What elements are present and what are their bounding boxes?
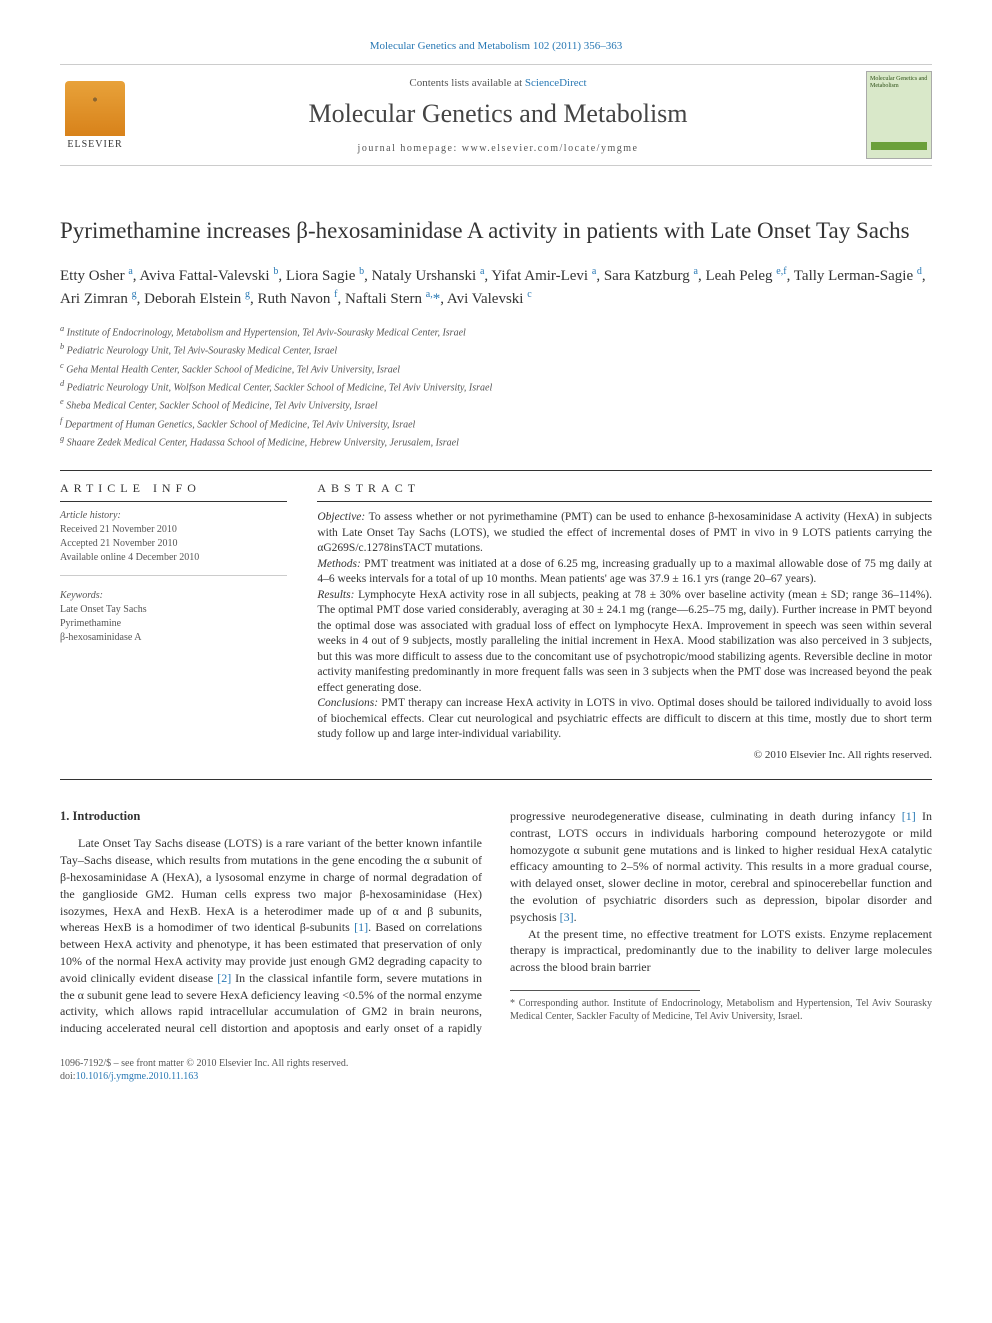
abstract-copyright: © 2010 Elsevier Inc. All rights reserved… [317,749,932,761]
journal-name: Molecular Genetics and Metabolism [130,99,866,129]
results-label: Results: [317,589,354,601]
intro-heading: 1. Introduction [60,808,482,826]
ref-link-2[interactable]: [2] [217,971,231,985]
objective-text: To assess whether or not pyrimethamine (… [317,511,932,554]
elsevier-tree-icon [65,81,125,136]
objective-label: Objective: [317,511,365,523]
citation-link[interactable]: Molecular Genetics and Metabolism 102 (2… [60,40,932,52]
abstract-heading: ABSTRACT [317,481,932,502]
history-item: Available online 4 December 2010 [60,551,287,565]
affiliation-item: c Geha Mental Health Center, Sackler Sch… [60,360,932,377]
intro-p2d: . [574,910,577,924]
history-label: Article history: [60,510,287,521]
corresponding-author-footnote: * Corresponding author. Institute of End… [510,997,932,1023]
sciencedirect-link[interactable]: ScienceDirect [525,77,587,89]
elsevier-label: ELSEVIER [67,139,122,150]
journal-cover-thumb: Molecular Genetics and Metabolism [866,71,932,159]
body-text: 1. Introduction Late Onset Tay Sachs dis… [60,808,932,1037]
abstract-body: Objective: To assess whether or not pyri… [317,510,932,743]
article-info: ARTICLE INFO Article history: Received 2… [60,481,287,761]
conclusions-label: Conclusions: [317,697,378,709]
article-info-abstract: ARTICLE INFO Article history: Received 2… [60,481,932,761]
journal-header: ELSEVIER Contents lists available at Sci… [60,64,932,166]
affiliation-item: b Pediatric Neurology Unit, Tel Aviv-Sou… [60,341,932,358]
conclusions-text: PMT therapy can increase HexA activity i… [317,697,932,740]
intro-p2c: In contrast, LOTS occurs in individuals … [510,809,932,924]
footnote-separator [510,990,700,991]
sciencedirect-prefix: Contents lists available at [409,77,524,89]
affiliation-item: e Sheba Medical Center, Sackler School o… [60,396,932,413]
homepage-url: www.elsevier.com/locate/ymgme [462,143,639,154]
cover-thumb-title: Molecular Genetics and Metabolism [870,76,928,89]
keyword-item: β-hexosaminidase A [60,631,287,645]
doi-label: doi: [60,1071,76,1082]
elsevier-logo: ELSEVIER [60,75,130,155]
history-items: Received 21 November 2010Accepted 21 Nov… [60,523,287,576]
header-center: Contents lists available at ScienceDirec… [130,77,866,154]
methods-label: Methods: [317,558,360,570]
doi-link[interactable]: 10.1016/j.ymgme.2010.11.163 [76,1071,199,1082]
ref-link-1b[interactable]: [1] [902,809,916,823]
issn-line: 1096-7192/$ – see front matter © 2010 El… [60,1057,932,1071]
affiliation-item: f Department of Human Genetics, Sackler … [60,415,932,432]
keyword-item: Late Onset Tay Sachs [60,603,287,617]
abstract: ABSTRACT Objective: To assess whether or… [317,481,932,761]
affiliation-item: g Shaare Zedek Medical Center, Hadassa S… [60,433,932,450]
affiliation-item: a Institute of Endocrinology, Metabolism… [60,323,932,340]
homepage-line: journal homepage: www.elsevier.com/locat… [130,143,866,154]
methods-text: PMT treatment was initiated at a dose of… [317,558,932,586]
results-text: Lymphocyte HexA activity rose in all sub… [317,589,932,694]
sciencedirect-line: Contents lists available at ScienceDirec… [130,77,866,89]
footer: 1096-7192/$ – see front matter © 2010 El… [60,1057,932,1084]
intro-p2a: clinically evident disease [91,971,218,985]
keyword-item: Pyrimethamine [60,617,287,631]
keywords-items: Late Onset Tay SachsPyrimethamineβ-hexos… [60,603,287,645]
intro-p3: At the present time, no effective treatm… [510,926,932,976]
rule [60,470,932,471]
cover-thumb-bar [871,142,927,150]
affiliation-item: d Pediatric Neurology Unit, Wolfson Medi… [60,378,932,395]
rule [60,779,932,780]
keywords-label: Keywords: [60,590,287,601]
ref-link-3[interactable]: [3] [560,910,574,924]
history-item: Accepted 21 November 2010 [60,537,287,551]
doi-line: doi:10.1016/j.ymgme.2010.11.163 [60,1070,932,1084]
authors-list: Etty Osher a, Aviva Fattal-Valevski b, L… [60,264,932,311]
article-title: Pyrimethamine increases β-hexosaminidase… [60,216,932,246]
article-info-heading: ARTICLE INFO [60,481,287,502]
affiliations: a Institute of Endocrinology, Metabolism… [60,323,932,450]
ref-link-1[interactable]: [1] [354,920,368,934]
homepage-prefix: journal homepage: [358,143,462,154]
history-item: Received 21 November 2010 [60,523,287,537]
